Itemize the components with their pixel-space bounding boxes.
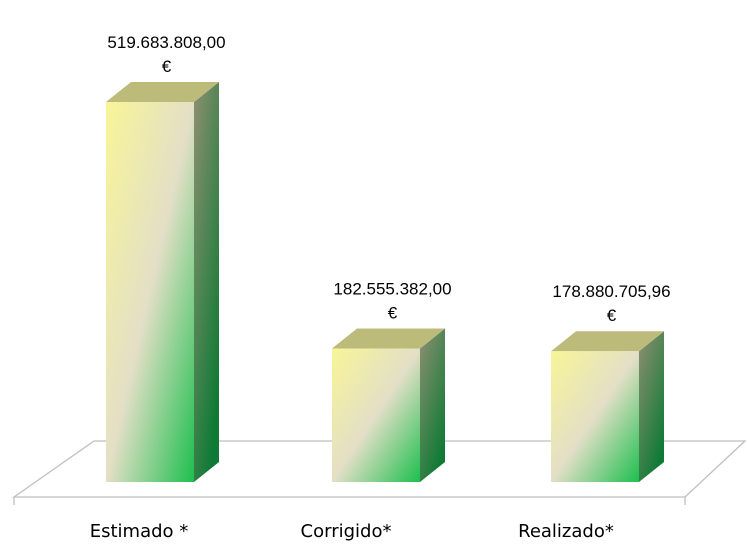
bar-side-face (639, 331, 664, 482)
value-label: 519.683.808,00 (107, 33, 225, 52)
value-label: € (162, 57, 172, 76)
bar-2 (332, 328, 445, 482)
bar-side-face (420, 328, 445, 482)
chart-floor (11, 440, 747, 505)
value-label: 178.880.705,96 (552, 282, 670, 301)
value-label: € (607, 306, 617, 325)
bars-group (106, 82, 664, 482)
category-label: Realizado* (518, 521, 614, 542)
value-label: € (388, 304, 398, 323)
floor-plane (11, 440, 747, 498)
value-label: 182.555.382,00 (333, 280, 451, 299)
bar-3 (551, 331, 664, 482)
bar-front-face (551, 351, 639, 482)
category-label: Estimado * (90, 521, 189, 542)
category-labels-group: Estimado * Corrigido* Realizado* (90, 521, 614, 542)
bar-top-face (332, 328, 445, 349)
bar-front-face (332, 348, 420, 482)
bar-top-face (106, 82, 219, 102)
bar-front-face (106, 102, 194, 482)
bar-1 (106, 82, 219, 482)
category-label: Corrigido* (301, 521, 392, 542)
bar-top-face (551, 331, 664, 352)
value-labels-group: 519.683.808,00 €182.555.382,00 €178.880.70… (107, 33, 670, 325)
bar-side-face (194, 82, 219, 482)
